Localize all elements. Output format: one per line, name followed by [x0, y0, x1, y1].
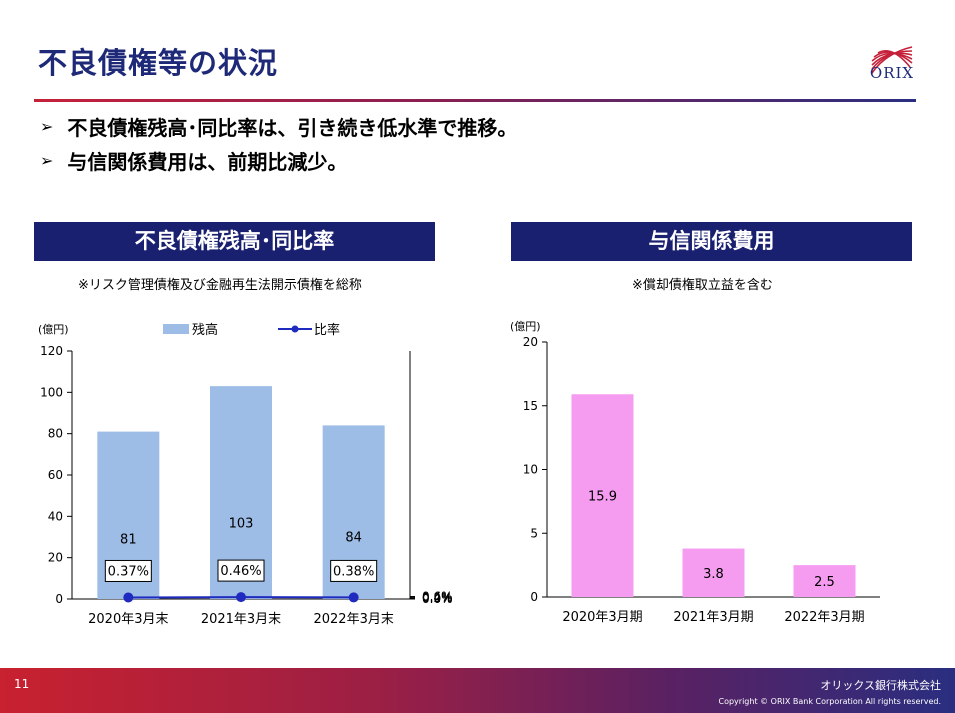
legend-line-marker: [291, 325, 299, 333]
legend-bar-label: 残高: [192, 322, 218, 338]
bar-data-label: 3.8: [703, 567, 724, 582]
bullet-arrow-icon: ➢: [40, 117, 54, 136]
bar-data-label: 2.5: [814, 575, 835, 590]
left-panel-note: ※リスク管理債権及び金融再生法開示債権を総称: [78, 278, 362, 293]
x-tick-label: 2021年3月期: [673, 610, 753, 625]
bar-data-label: 103: [229, 516, 254, 531]
ratio-data-label: 0.37%: [108, 564, 149, 579]
y-tick-label: 15: [523, 399, 538, 413]
left-panel-header: 不良債権残高･同比率: [34, 222, 435, 261]
ratio-point: [348, 592, 359, 603]
ratio-point: [123, 592, 134, 603]
bar-data-label: 81: [120, 533, 137, 548]
ratio-label-box: [217, 559, 265, 582]
bar: [682, 548, 745, 597]
bar-data-label: 15.9: [588, 490, 617, 505]
y2-tick-label: 0.6%: [422, 590, 453, 604]
legend-bar-swatch: [163, 324, 189, 334]
y-axis-unit: (億円): [510, 320, 541, 333]
copyright: Copyright © ORIX Bank Corporation All ri…: [718, 697, 941, 706]
y-tick-label: 40: [48, 509, 63, 523]
y-tick-label: 80: [48, 427, 63, 441]
company-name: オリックス銀行株式会社: [820, 679, 941, 692]
y-tick-label: 20: [523, 335, 538, 349]
x-tick-label: 2022年3月期: [784, 610, 864, 625]
y2-tick-label: 0.4%: [422, 590, 453, 604]
y2-tick-label: 0.2%: [422, 591, 453, 605]
y-tick-label: 60: [48, 468, 63, 482]
y-axis-unit: (億円): [38, 323, 69, 336]
bullet-arrow-icon: ➢: [40, 151, 54, 170]
page-number: 11: [14, 677, 30, 691]
x-tick-label: 2020年3月期: [562, 610, 642, 625]
x-tick-label: 2022年3月末: [313, 612, 393, 627]
right-panel-note: ※償却債権取立益を含む: [632, 278, 773, 293]
y-tick-label: 20: [48, 551, 63, 565]
orix-logo-icon: [871, 46, 913, 74]
logo-text: ORIX: [869, 64, 915, 82]
footer-bar: [0, 668, 955, 713]
bullet-text: 不良債権残高･同比率は、引き続き低水準で推移。: [67, 116, 518, 140]
bar-data-label: 84: [345, 531, 362, 546]
right-panel-header: 与信関係費用: [511, 222, 912, 261]
y-tick-label: 100: [40, 385, 63, 399]
ratio-label-box: [104, 559, 152, 582]
y2-tick-label: 0.0%: [422, 592, 453, 606]
y-tick-label: 10: [523, 463, 538, 477]
ratio-data-label: 0.38%: [333, 564, 374, 579]
page-title: 不良債権等の状況: [38, 46, 279, 80]
bullet-1: ➢ 不良債権残高･同比率は、引き続き低水準で推移。: [40, 112, 517, 141]
bar: [571, 394, 634, 597]
title-divider: [34, 99, 916, 102]
x-tick-label: 2020年3月末: [88, 612, 168, 627]
bar: [793, 565, 856, 597]
y-tick-label: 5: [530, 526, 538, 540]
x-tick-label: 2021年3月末: [201, 612, 281, 627]
y-tick-label: 0: [530, 590, 538, 604]
legend-line-label: 比率: [314, 322, 340, 338]
y-tick-label: 120: [40, 344, 63, 358]
bullet-text: 与信関係費用は、前期比減少。: [67, 150, 348, 174]
ratio-label-box: [330, 559, 378, 582]
bullet-2: ➢ 与信関係費用は、前期比減少。: [40, 146, 347, 175]
y-tick-label: 0: [55, 592, 63, 606]
ratio-data-label: 0.46%: [220, 564, 261, 579]
ratio-point: [236, 592, 246, 603]
